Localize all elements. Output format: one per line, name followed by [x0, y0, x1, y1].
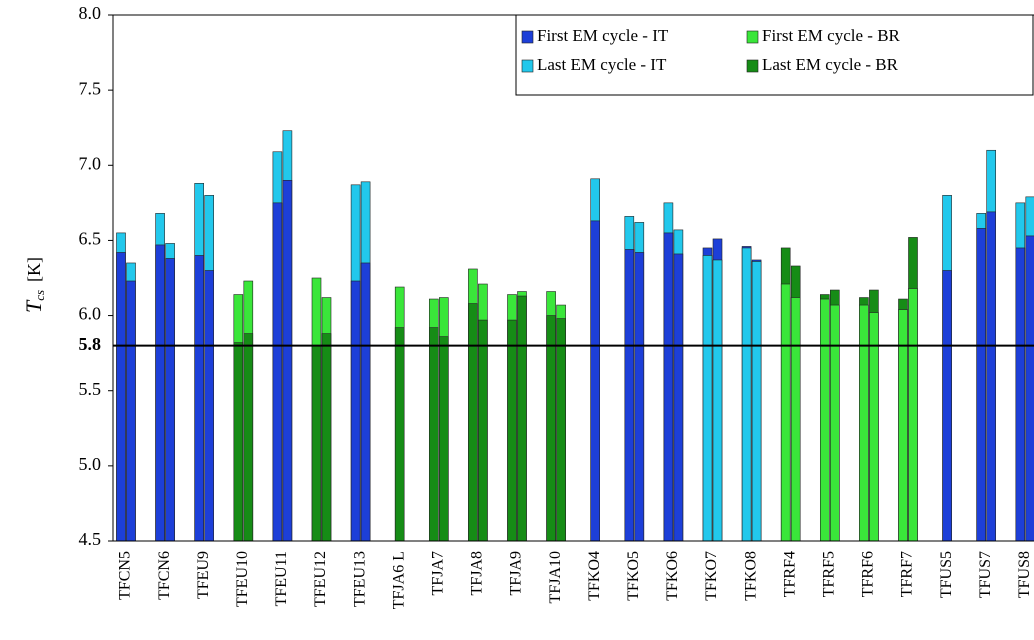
bar: [712, 259, 723, 542]
x-tick-label: TFKO5: [625, 551, 642, 601]
legend-swatch: [521, 30, 534, 44]
bar: [590, 220, 601, 542]
bar: [507, 319, 517, 542]
legend-swatch: [521, 59, 534, 73]
y-tick-label: 6.0: [79, 304, 102, 324]
bar: [556, 318, 566, 542]
bar: [790, 297, 801, 542]
x-tick-label: TFJA7: [429, 551, 446, 595]
bar: [908, 288, 918, 542]
bar: [741, 247, 752, 542]
legend-label: First EM cycle - BR: [762, 26, 901, 45]
x-tick-label: TFJA9: [508, 551, 525, 595]
x-tick-label: TFJA6 L: [390, 551, 407, 609]
bar: [702, 255, 713, 542]
bar: [194, 255, 204, 542]
bar: [819, 298, 830, 542]
bar: [546, 315, 556, 542]
bar: [321, 333, 332, 542]
x-tick-label: TFEU12: [312, 551, 329, 607]
bar: [869, 312, 879, 542]
bar: [428, 327, 439, 542]
x-tick-label: TFCN5: [117, 551, 134, 600]
bar: [272, 202, 283, 542]
bar: [517, 295, 527, 542]
x-tick-label: TFKO7: [703, 551, 720, 601]
y-label-subscript: cs: [32, 290, 47, 301]
bar: [282, 180, 293, 542]
x-tick-label: TFJA8: [469, 551, 486, 595]
bar: [942, 270, 952, 542]
y-tick-label: 6.5: [79, 229, 102, 249]
x-tick-label: TFUS8: [1016, 551, 1033, 598]
bar: [350, 280, 361, 542]
bar: [155, 244, 165, 542]
x-tick-label: TFRF5: [820, 551, 837, 597]
bar: [360, 262, 371, 542]
legend-swatch: [746, 30, 759, 44]
bar: [663, 232, 674, 542]
legend-label: First EM cycle - IT: [537, 26, 669, 45]
bar: [243, 333, 254, 542]
bar: [829, 304, 840, 542]
legend-swatch: [746, 59, 759, 73]
x-tick-label: TFRF4: [781, 551, 798, 597]
y-label-unit: [K]: [24, 257, 44, 282]
bar: [126, 280, 136, 542]
legend-label: Last EM cycle - BR: [762, 55, 899, 74]
bar: [673, 253, 684, 542]
x-tick-label: TFEU13: [351, 551, 368, 607]
x-tick-label: TFEU9: [195, 551, 212, 599]
y-tick-label: 5.0: [79, 454, 102, 474]
x-tick-label: TFJA10: [547, 551, 564, 603]
x-tick-label: TFEU11: [273, 551, 290, 606]
x-tick-label: TFKO6: [664, 551, 681, 601]
y-tick-label: 7.5: [79, 78, 102, 98]
bar: [986, 211, 997, 542]
bar: [233, 342, 244, 542]
bar: [311, 345, 322, 542]
x-tick-label: TFUS5: [938, 551, 955, 598]
bar: [634, 252, 645, 542]
reference-label: 5.8: [79, 334, 102, 354]
y-axis-label: Tcs [K]: [21, 257, 47, 313]
x-tick-label: TFRF6: [860, 551, 877, 597]
y-tick-label: 4.5: [79, 529, 102, 549]
bar: [204, 270, 214, 542]
bar: [898, 309, 908, 542]
bar: [165, 258, 175, 542]
bar: [624, 249, 635, 542]
x-tick-label: TFRF7: [899, 551, 916, 597]
y-label-symbol: T: [21, 299, 46, 313]
bar: [438, 336, 449, 542]
bar: [751, 261, 762, 542]
x-tick-label: TFKO8: [742, 551, 759, 601]
bar: [976, 228, 987, 542]
y-tick-label: 8.0: [79, 3, 102, 23]
x-tick-label: TFUS7: [977, 551, 994, 598]
x-tick-label: TFKO4: [586, 551, 603, 601]
x-tick-label: TFEU10: [234, 551, 251, 607]
bar: [1025, 235, 1034, 542]
bar: [468, 303, 478, 542]
y-tick-label: 5.5: [79, 379, 102, 399]
legend-box: [515, 14, 1034, 96]
x-tick-label: TFCN6: [156, 551, 173, 600]
bar: [1015, 247, 1026, 542]
y-tick-label: 7.0: [79, 153, 102, 173]
bar: [859, 304, 869, 542]
legend-label: Last EM cycle - IT: [537, 55, 667, 74]
bar: [478, 319, 488, 542]
bar: [780, 283, 791, 542]
bar: [116, 252, 126, 542]
bar: [394, 327, 405, 542]
